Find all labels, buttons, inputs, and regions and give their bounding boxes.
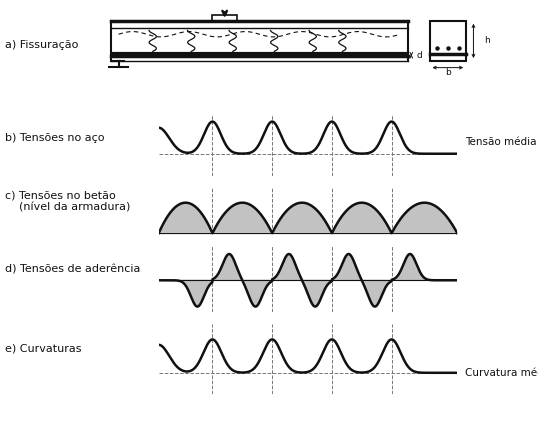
Text: Tensão média: Tensão média <box>465 137 537 147</box>
Text: b: b <box>445 68 451 77</box>
Text: h: h <box>484 36 490 45</box>
Text: d: d <box>417 51 422 60</box>
Text: c) Tensões no betão
    (nível da armadura): c) Tensões no betão (nível da armadura) <box>5 191 131 212</box>
Bar <box>212 15 237 21</box>
Bar <box>429 21 466 61</box>
Text: a) Fissuração: a) Fissuração <box>5 40 79 50</box>
Text: Curvatura média: Curvatura média <box>465 368 538 378</box>
Text: b) Tensões no aço: b) Tensões no aço <box>5 133 105 143</box>
Text: d) Tensões de aderência: d) Tensões de aderência <box>5 264 141 274</box>
Text: e) Curvaturas: e) Curvaturas <box>5 344 82 354</box>
